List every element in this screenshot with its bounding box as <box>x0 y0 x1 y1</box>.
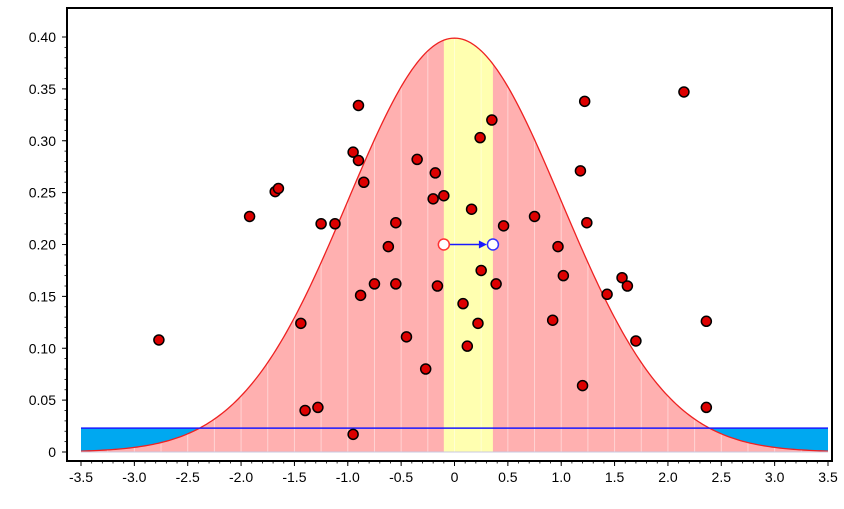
distribution-curve <box>80 37 829 452</box>
plot-area <box>80 37 829 453</box>
data-point <box>352 99 365 112</box>
y-tick-label: 0.20 <box>29 237 56 253</box>
y-tick-label: 0.40 <box>29 29 56 45</box>
x-tick-label: 0 <box>451 469 459 485</box>
data-point <box>630 335 642 347</box>
data-point <box>576 379 589 392</box>
data-point <box>243 210 256 223</box>
x-tick-label: -2.0 <box>229 469 253 485</box>
data-point <box>472 317 484 330</box>
y-tick-label: 0.25 <box>29 185 56 201</box>
data-point <box>528 210 541 223</box>
y-tick-label: 0.05 <box>29 392 56 408</box>
x-tick-label: -0.5 <box>389 469 413 485</box>
data-point <box>427 193 439 205</box>
x-tick-label: 3.0 <box>765 469 785 485</box>
data-point <box>390 278 402 290</box>
data-point <box>581 216 593 229</box>
data-point <box>315 218 327 230</box>
x-tick-label: 0.5 <box>498 469 518 485</box>
data-point <box>390 216 402 229</box>
data-point <box>461 340 474 352</box>
data-point <box>678 86 690 98</box>
x-tick-label: -2.5 <box>176 469 200 485</box>
data-point <box>382 240 395 253</box>
x-tick-label: 2.0 <box>658 469 678 485</box>
data-point <box>368 278 381 290</box>
y-tick-label: 0.15 <box>29 288 56 304</box>
x-tick-label: 3.5 <box>818 469 838 485</box>
data-point <box>457 297 469 310</box>
data-point <box>621 280 634 292</box>
data-point <box>616 271 628 284</box>
y-tick-label: 0 <box>48 444 56 460</box>
y-tick-label: 0.10 <box>29 340 56 356</box>
data-point <box>475 264 487 277</box>
data-point <box>557 269 570 282</box>
data-point <box>546 314 559 326</box>
x-tick-label: 2.5 <box>712 469 732 485</box>
data-point <box>419 363 432 375</box>
drag-arrow-head <box>478 240 487 249</box>
data-point <box>329 218 341 230</box>
data-point <box>497 220 510 232</box>
x-tick-label: -1.0 <box>336 469 360 485</box>
data-point <box>347 146 359 158</box>
data-point <box>354 289 367 302</box>
data-point <box>486 114 498 126</box>
data-point <box>700 315 713 328</box>
y-tick-label: 0.30 <box>29 133 56 149</box>
data-point <box>400 331 413 343</box>
data-point <box>601 288 613 301</box>
data-point <box>358 176 370 188</box>
data-point <box>312 401 324 414</box>
data-point <box>411 153 423 166</box>
data-point <box>574 165 587 177</box>
data-point <box>295 317 307 330</box>
x-tick-label: 1.5 <box>605 469 625 485</box>
data-point <box>700 401 713 414</box>
data-point <box>347 428 359 441</box>
data-point <box>465 203 478 215</box>
data-point <box>352 154 365 167</box>
axes: -3.5 -3.0 -2.5 -2.0 -1.5 -1.0 -0.5 0 0.5 1.0 1.5 2.… <box>29 7 838 485</box>
data-point <box>299 404 311 417</box>
data-point <box>474 131 486 144</box>
data-point <box>153 334 165 346</box>
data-point <box>272 182 285 195</box>
x-tick-label: -3.0 <box>122 469 146 485</box>
drag-start-handle <box>437 238 451 251</box>
x-tick-label: 1.0 <box>551 469 571 485</box>
data-point <box>490 278 502 290</box>
data-point <box>552 240 564 253</box>
data-point <box>429 167 442 179</box>
drag-end-handle <box>486 238 500 251</box>
data-point <box>438 189 450 202</box>
data-point <box>578 95 591 108</box>
y-tick-label: 0.35 <box>29 81 56 97</box>
data-point <box>431 280 444 292</box>
x-tick-label: -1.5 <box>282 469 306 485</box>
x-tick-label: -3.5 <box>69 469 93 485</box>
